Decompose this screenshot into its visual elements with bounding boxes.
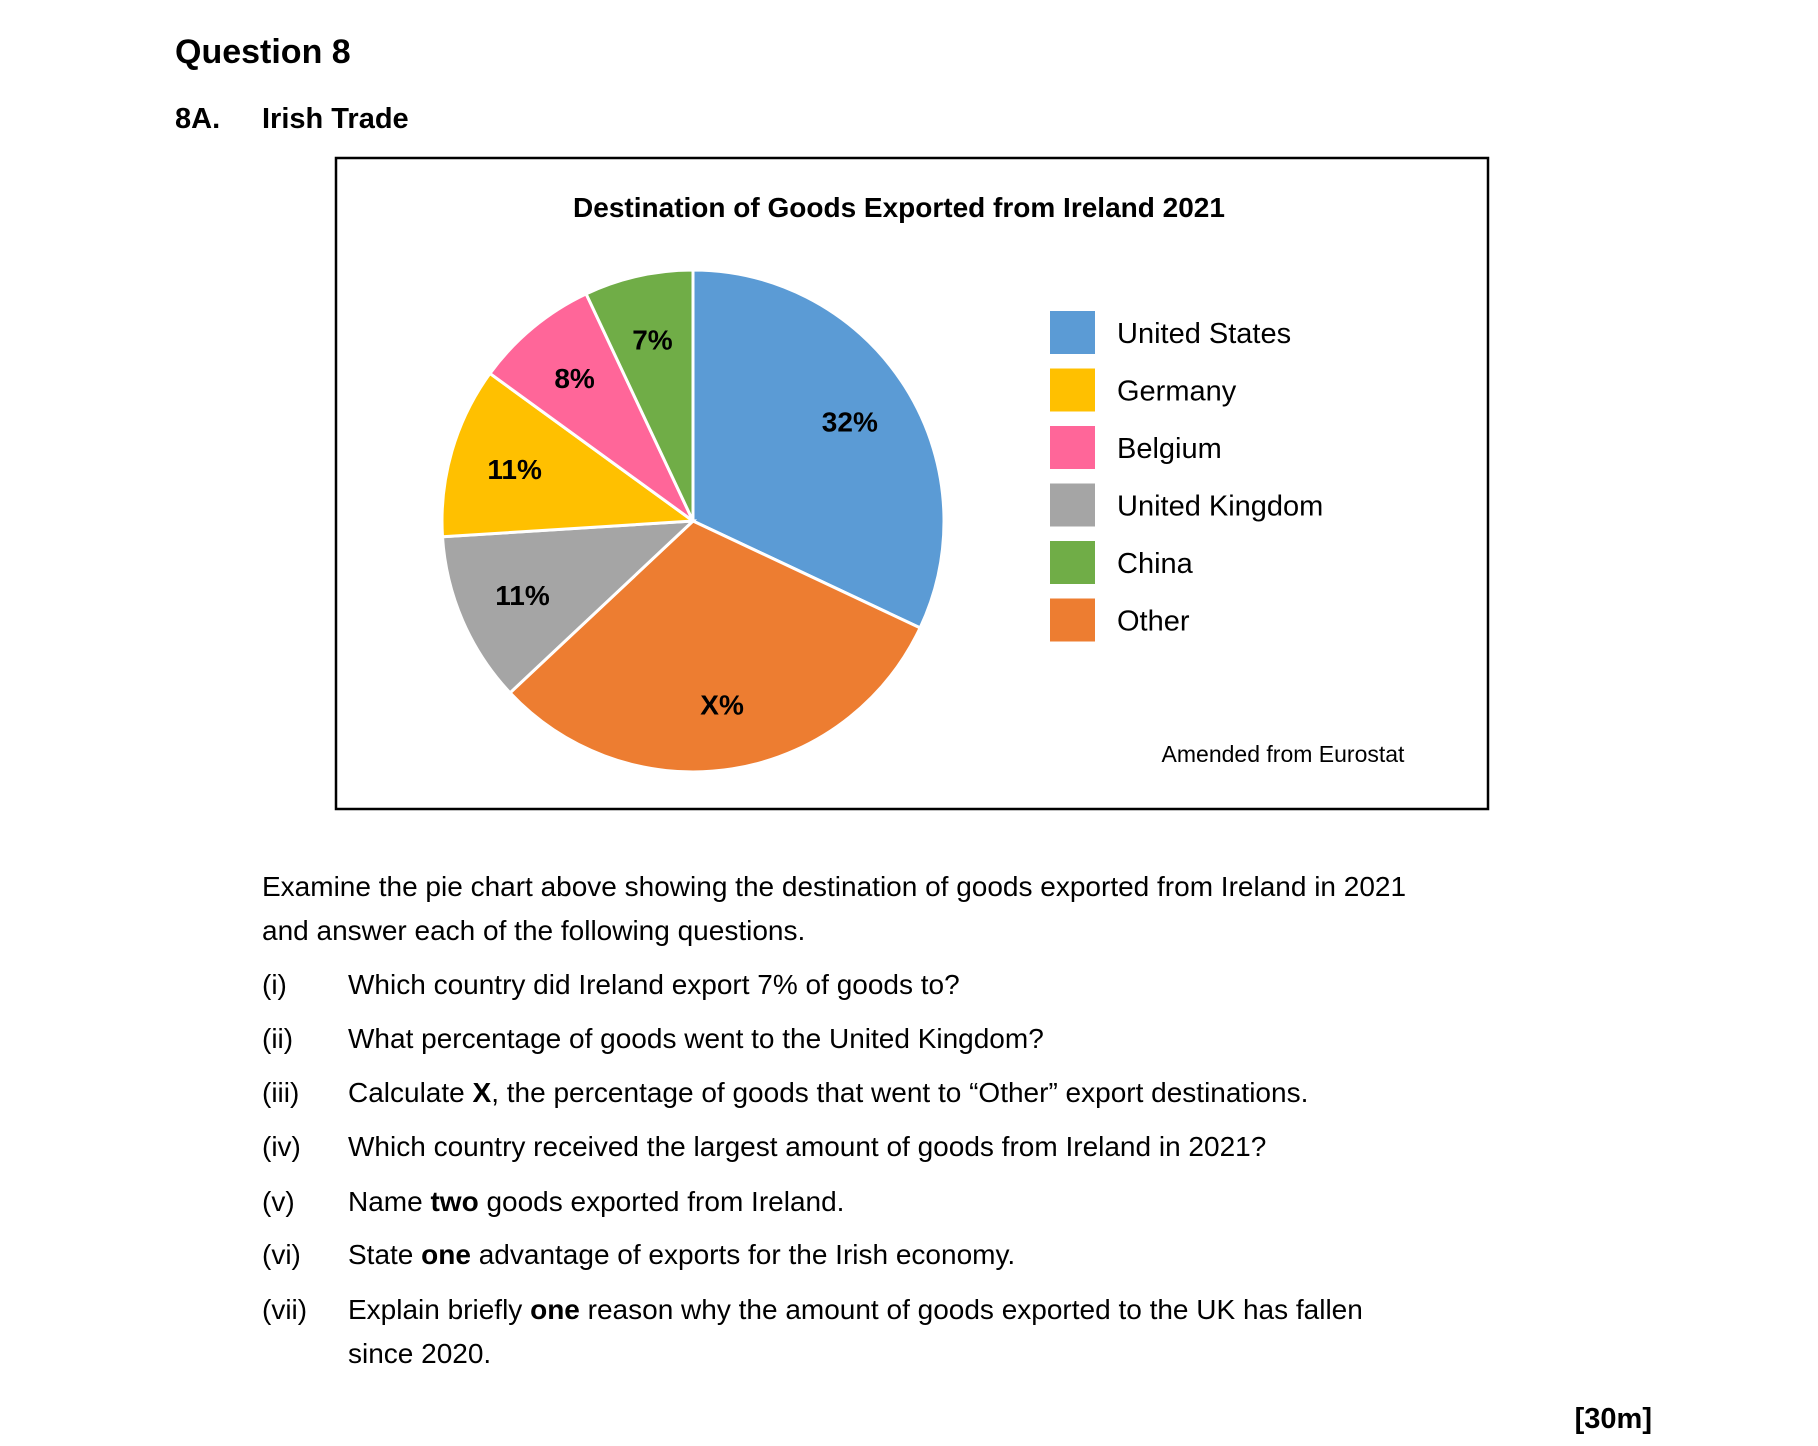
legend-swatch bbox=[1050, 598, 1095, 642]
question-text-part: Which country received the largest amoun… bbox=[348, 1131, 1266, 1162]
pie-slice bbox=[440, 519, 698, 695]
question-number: (vii) bbox=[262, 1294, 307, 1325]
intro-line: Examine the pie chart above showing the … bbox=[262, 871, 1406, 902]
chart-frame bbox=[334, 156, 1490, 811]
question-text: Which country did Ireland export 7% of g… bbox=[348, 969, 960, 1000]
section-number: 8A. bbox=[175, 103, 220, 135]
question-text-part: Which country did Ireland export 7% of g… bbox=[348, 969, 960, 1000]
question-number: (ii) bbox=[262, 1023, 293, 1054]
chart-title: Destination of Goods Exported from Irela… bbox=[573, 192, 1225, 223]
question-text-part: reason why the amount of goods exported … bbox=[580, 1294, 1363, 1325]
question-text-part: Name bbox=[348, 1186, 430, 1217]
question-text: Name two goods exported from Ireland. bbox=[348, 1186, 844, 1217]
legend-label: Other bbox=[1117, 606, 1190, 638]
question-text: What percentage of goods went to the Uni… bbox=[348, 1023, 1044, 1054]
pie-slice bbox=[584, 268, 695, 522]
question-number: (v) bbox=[262, 1186, 295, 1217]
legend-label: United States bbox=[1117, 318, 1291, 350]
question-number: (i) bbox=[262, 969, 287, 1000]
question-number: (vi) bbox=[262, 1239, 301, 1270]
slice-label: 8% bbox=[554, 363, 595, 394]
question-text-part: X bbox=[473, 1077, 492, 1108]
pie-slice bbox=[691, 268, 946, 630]
legend-swatch bbox=[1050, 426, 1095, 469]
question-number: (iv) bbox=[262, 1131, 301, 1162]
slice-label: 32% bbox=[822, 406, 878, 437]
slice-label: 7% bbox=[632, 325, 673, 356]
legend-label: China bbox=[1117, 548, 1194, 580]
question-text-part: one bbox=[421, 1239, 471, 1270]
question-text-part: What percentage of goods went to the Uni… bbox=[348, 1023, 1044, 1054]
legend-label: United Kingdom bbox=[1117, 491, 1323, 523]
question-title: Question 8 bbox=[175, 33, 351, 71]
legend-label: Belgium bbox=[1117, 433, 1222, 465]
legend-swatch bbox=[1050, 311, 1095, 354]
chart-source: Amended from Eurostat bbox=[1162, 741, 1406, 767]
question-text-part: Calculate bbox=[348, 1077, 473, 1108]
slice-label: 11% bbox=[495, 580, 550, 611]
marks: [30m] bbox=[1575, 1403, 1652, 1435]
question-text: State one advantage of exports for the I… bbox=[348, 1239, 1015, 1270]
question-number: (iii) bbox=[262, 1077, 299, 1108]
question-text-part: State bbox=[348, 1239, 421, 1270]
legend-swatch bbox=[1050, 541, 1095, 584]
question-text: Calculate X, the percentage of goods tha… bbox=[348, 1077, 1308, 1108]
legend-swatch bbox=[1050, 483, 1095, 527]
question-text-part: advantage of exports for the Irish econo… bbox=[471, 1239, 1015, 1270]
question-text: Which country received the largest amoun… bbox=[348, 1131, 1266, 1162]
pie-slice bbox=[487, 291, 695, 523]
question-text: Explain briefly one reason why the amoun… bbox=[348, 1294, 1363, 1325]
section-title: Irish Trade bbox=[262, 103, 409, 135]
slice-label: 11% bbox=[487, 454, 542, 485]
question-text-part: one bbox=[530, 1294, 580, 1325]
question-text-part: , the percentage of goods that went to “… bbox=[491, 1077, 1308, 1108]
question-text-part: since 2020. bbox=[348, 1338, 491, 1369]
pie-slice bbox=[440, 371, 698, 539]
question-text-part: Explain briefly bbox=[348, 1294, 530, 1325]
pie-slice bbox=[507, 519, 923, 774]
question-text-part: two bbox=[430, 1186, 478, 1217]
question-text-part: goods exported from Ireland. bbox=[479, 1186, 845, 1217]
legend-swatch bbox=[1050, 368, 1095, 412]
question-text: since 2020. bbox=[348, 1338, 491, 1369]
intro-line: and answer each of the following questio… bbox=[262, 915, 805, 946]
slice-label: X% bbox=[700, 689, 744, 720]
legend-label: Germany bbox=[1117, 376, 1237, 408]
